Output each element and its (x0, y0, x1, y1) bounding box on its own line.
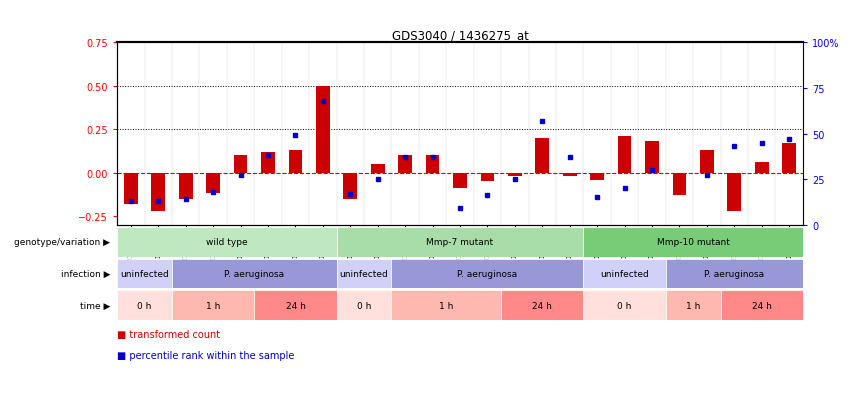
Bar (172, 291, 254, 320)
Text: 0 h: 0 h (357, 301, 372, 310)
Bar (508, 173, 522, 177)
Bar (337, 259, 391, 289)
Bar (391, 259, 583, 289)
Bar (398, 156, 412, 173)
Bar (344, 173, 358, 199)
Bar (233, 156, 247, 173)
Bar (563, 173, 576, 177)
Text: 1 h: 1 h (206, 301, 220, 310)
Bar (152, 173, 165, 211)
Text: 0 h: 0 h (617, 301, 632, 310)
Bar (666, 291, 720, 320)
Bar (391, 291, 501, 320)
Text: 1 h: 1 h (686, 301, 700, 310)
Bar (583, 227, 803, 257)
Title: GDS3040 / 1436275_at: GDS3040 / 1436275_at (391, 29, 529, 42)
Bar (720, 291, 803, 320)
Bar (426, 156, 439, 173)
Bar (117, 227, 337, 257)
Bar (700, 151, 713, 173)
Text: uninfected: uninfected (339, 269, 388, 278)
Bar (453, 173, 467, 189)
Text: uninfected: uninfected (601, 269, 649, 278)
Bar (536, 138, 549, 173)
Text: Mmp-7 mutant: Mmp-7 mutant (426, 237, 494, 247)
Bar (673, 173, 687, 196)
Text: P. aeruginosa: P. aeruginosa (224, 269, 285, 278)
Text: 24 h: 24 h (532, 301, 552, 310)
Text: 0 h: 0 h (137, 301, 152, 310)
Bar (666, 259, 803, 289)
Bar (124, 173, 138, 204)
Bar (172, 259, 337, 289)
Bar (117, 291, 172, 320)
Text: genotype/variation ▶: genotype/variation ▶ (15, 237, 110, 247)
Text: infection ▶: infection ▶ (61, 269, 110, 278)
Text: P. aeruginosa: P. aeruginosa (457, 269, 517, 278)
Bar (288, 151, 302, 173)
Text: 24 h: 24 h (752, 301, 772, 310)
Text: time ▶: time ▶ (80, 301, 110, 310)
Bar (583, 259, 666, 289)
Text: wild type: wild type (206, 237, 247, 247)
Bar (261, 152, 275, 173)
Text: ■ percentile rank within the sample: ■ percentile rank within the sample (117, 350, 294, 360)
Bar (179, 173, 193, 199)
Bar (254, 291, 337, 320)
Text: P. aeruginosa: P. aeruginosa (704, 269, 765, 278)
Bar (337, 227, 583, 257)
Bar (481, 173, 495, 182)
Text: 1 h: 1 h (439, 301, 453, 310)
Text: 24 h: 24 h (286, 301, 306, 310)
Text: Mmp-10 mutant: Mmp-10 mutant (657, 237, 730, 247)
Text: uninfected: uninfected (121, 269, 169, 278)
Bar (371, 164, 385, 173)
Bar (590, 173, 604, 180)
Text: ■ transformed count: ■ transformed count (117, 329, 220, 339)
Bar (501, 291, 583, 320)
Bar (337, 291, 391, 320)
Bar (316, 87, 330, 173)
Bar (645, 142, 659, 173)
Bar (583, 291, 666, 320)
Bar (782, 144, 796, 173)
Bar (727, 173, 741, 211)
Bar (618, 137, 632, 173)
Bar (755, 163, 769, 173)
Bar (207, 173, 220, 194)
Bar (117, 259, 172, 289)
